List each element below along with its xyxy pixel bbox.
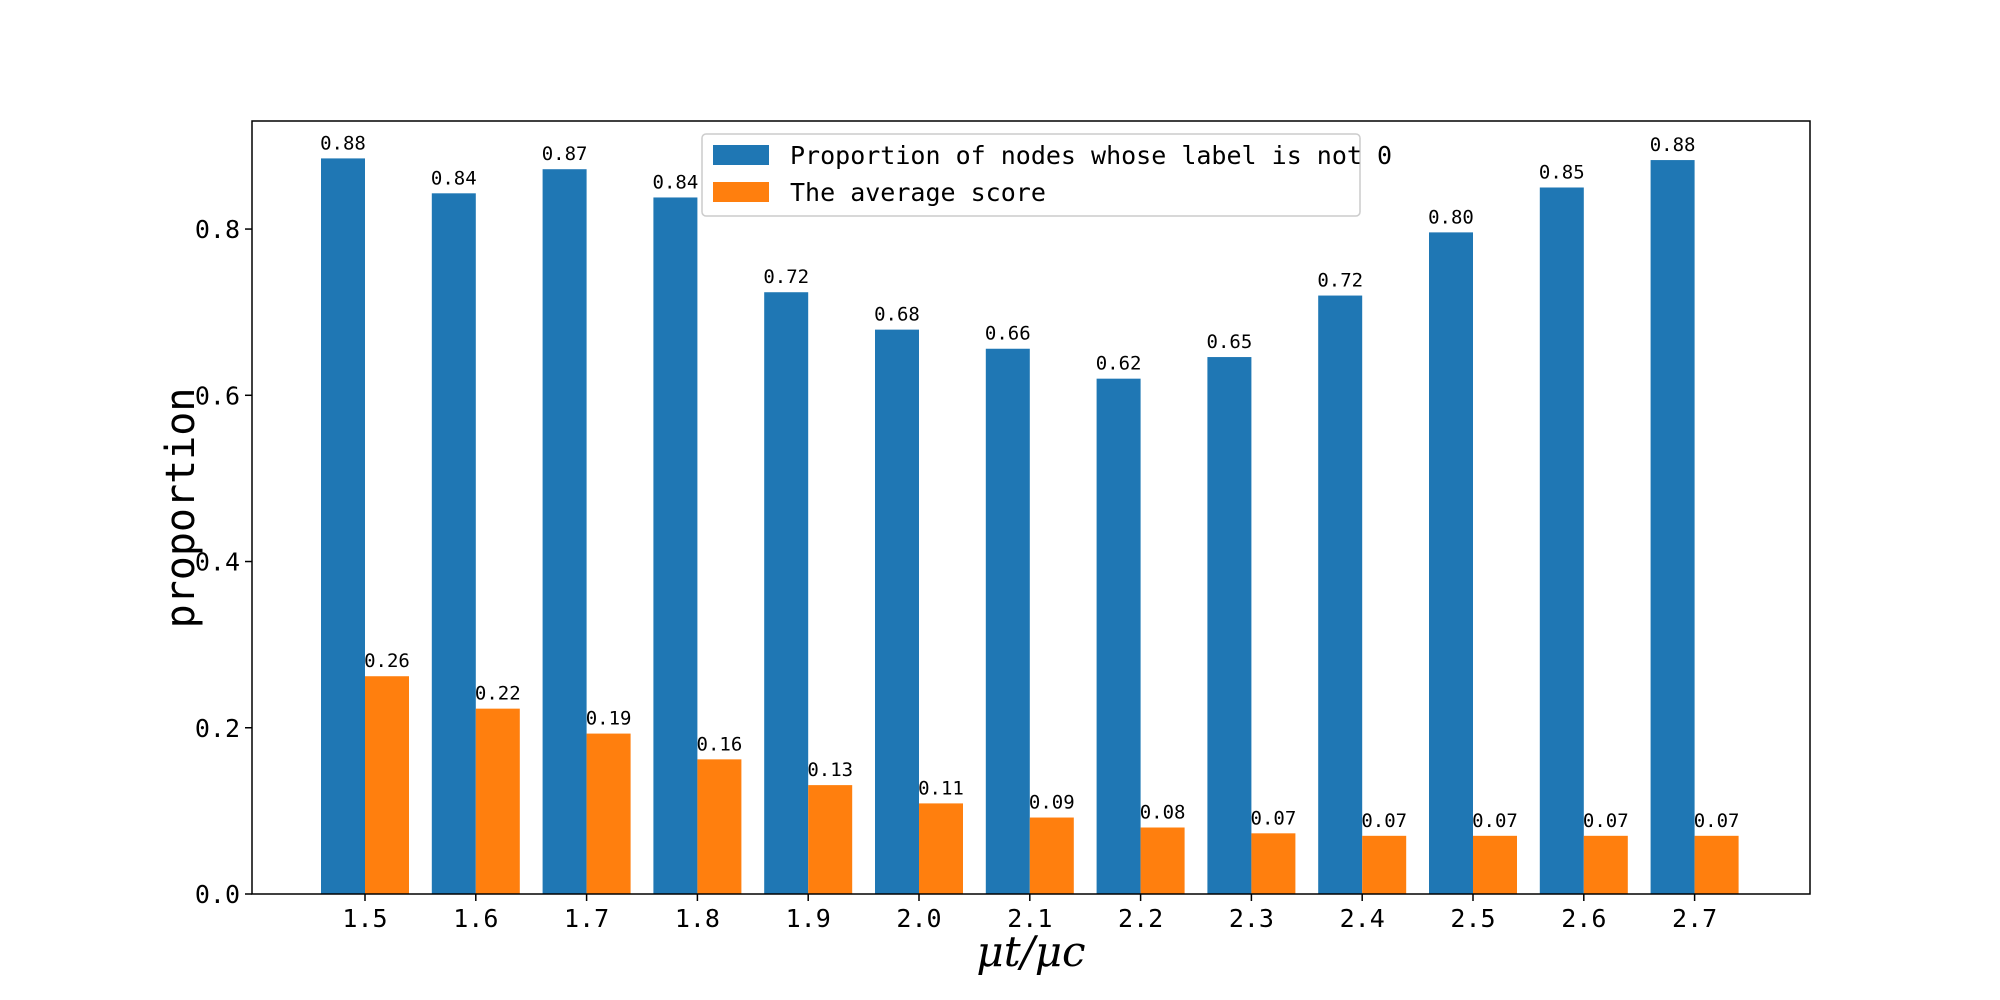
plot-frame [251,120,1811,895]
bar-proportion-2.6 [1539,187,1584,894]
data-label-average-score-2.7: 0.07 [1694,810,1740,832]
y-tick-label-0.6: 0.6 [195,381,240,410]
data-label-average-score-2.1: 0.09 [1029,792,1075,814]
data-label-average-score-2.5: 0.07 [1472,810,1518,832]
data-label-average-score-2.0: 0.11 [918,777,964,799]
data-label-average-score-1.7: 0.19 [586,708,632,730]
legend-swatch-average-score [713,182,769,202]
bars-layer [321,158,1739,895]
bar-labels-layer: 0.88 0.26 0.84 0.22 0.87 0.19 0.84 0.16 0.72 0.13… [320,132,1739,831]
data-label-average-score-2.3: 0.07 [1251,807,1297,829]
x-tick-label-2.5: 2.5 [1450,904,1495,933]
data-label-average-score-1.6: 0.22 [475,683,521,705]
bar-proportion-2.3 [1207,357,1252,894]
ticks-layer: 1.5 1.6 1.7 1.8 1.9 2.0 2.1 2.2 2.3 2.4 2.5 2.6 2.7 0… [195,215,1717,933]
data-label-proportion-2.2: 0.62 [1096,353,1142,375]
legend-swatch-proportion [713,145,769,165]
data-label-proportion-2.4: 0.72 [1317,270,1363,292]
bar-average-score-1.7 [586,733,631,894]
data-label-proportion-2.0: 0.68 [874,304,920,326]
bar-proportion-1.9 [764,292,809,895]
bar-average-score-2.1 [1029,817,1074,894]
data-label-proportion-1.8: 0.84 [653,171,699,193]
bar-proportion-2.5 [1429,232,1473,895]
data-label-proportion-2.7: 0.88 [1650,134,1696,156]
bar-proportion-2.1 [985,348,1030,894]
x-tick-label-1.9: 1.9 [786,904,831,933]
y-tick-label-0.4: 0.4 [195,548,240,577]
bar-average-score-1.8 [697,759,742,894]
bar-proportion-1.8 [653,197,698,894]
legend-label-proportion: Proportion of nodes whose label is not 0 [790,141,1392,170]
bar-average-score-2.6 [1583,835,1628,894]
bar-proportion-1.5 [321,158,365,895]
x-tick-label-2.0: 2.0 [896,904,941,933]
y-axis-title: proportion [158,388,204,629]
bar-proportion-1.6 [431,193,476,895]
bar-proportion-2.7 [1650,160,1695,894]
x-tick-label-1.8: 1.8 [675,904,720,933]
data-label-average-score-1.9: 0.13 [807,759,853,781]
x-tick-label-2.2: 2.2 [1118,904,1163,933]
data-label-proportion-2.6: 0.85 [1539,161,1585,183]
legend: Proportion of nodes whose label is not 0… [701,133,1392,217]
bar-average-score-1.5 [365,676,409,894]
data-label-proportion-2.3: 0.65 [1207,331,1253,353]
data-label-proportion-2.1: 0.66 [985,323,1031,345]
data-label-average-score-1.5: 0.26 [364,650,410,672]
bar-average-score-2.0 [919,803,963,894]
legend-box [701,133,1361,217]
bar-average-score-1.6 [475,708,520,894]
bar-proportion-2.0 [875,329,919,894]
y-tick-label-0.8: 0.8 [195,215,240,244]
x-tick-label-2.4: 2.4 [1340,904,1385,933]
data-label-average-score-2.6: 0.07 [1583,810,1629,832]
bar-proportion-1.7 [542,169,587,894]
data-label-average-score-2.4: 0.07 [1361,810,1407,832]
legend-label-average-score: The average score [790,178,1046,207]
y-tick-label-0.2: 0.2 [195,714,240,743]
bar-proportion-2.4 [1318,295,1363,894]
x-tick-label-2.6: 2.6 [1561,904,1606,933]
x-tick-label-2.1: 2.1 [1007,904,1052,933]
x-tick-label-2.3: 2.3 [1229,904,1274,933]
x-axis-title: μt/μc [976,927,1085,976]
x-tick-label-2.7: 2.7 [1672,904,1717,933]
data-label-average-score-2.2: 0.08 [1140,802,1186,824]
data-label-proportion-1.7: 0.87 [542,143,588,165]
data-label-proportion-1.6: 0.84 [431,167,477,189]
bar-average-score-2.4 [1362,835,1407,894]
data-label-proportion-2.5: 0.80 [1428,206,1474,228]
bar-average-score-2.2 [1140,827,1185,894]
bar-average-score-2.3 [1251,833,1296,894]
x-tick-label-1.5: 1.5 [342,904,387,933]
bar-average-score-1.9 [808,785,853,894]
data-label-proportion-1.5: 0.88 [320,132,366,154]
y-tick-label-0.0: 0.0 [195,880,240,909]
x-tick-label-1.7: 1.7 [564,904,609,933]
bar-proportion-2.2 [1096,378,1141,895]
data-label-proportion-1.9: 0.72 [763,266,809,288]
bar-average-score-2.5 [1473,835,1517,894]
x-tick-label-1.6: 1.6 [453,904,498,933]
data-label-average-score-1.8: 0.16 [697,733,743,755]
bar-average-score-2.7 [1694,835,1739,894]
